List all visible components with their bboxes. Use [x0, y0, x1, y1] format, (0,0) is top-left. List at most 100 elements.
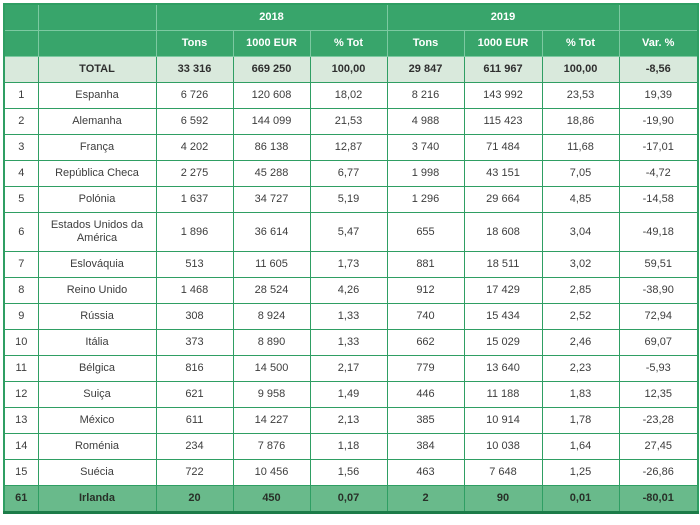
- trade-table: 2018 2019 Tons 1000 EUR % Tot Tons 1000 …: [3, 3, 699, 514]
- value-cell: 90: [463, 485, 543, 514]
- country-cell: Roménia: [37, 433, 157, 460]
- value-cell: -19,90: [618, 108, 699, 135]
- table-row: 11 Bélgica 816 14 500 2,17 779 13 640 2,23 -5,93: [3, 355, 699, 382]
- value-cell: 8 216: [386, 82, 465, 109]
- country-cell: Polónia: [37, 186, 157, 213]
- value-cell: 15 029: [463, 329, 543, 356]
- rank-cell: 12: [3, 381, 39, 408]
- value-cell: 722: [155, 459, 234, 486]
- col-header-pct-2018: % Tot: [309, 30, 388, 57]
- value-cell: 1 468: [155, 277, 234, 304]
- value-cell: 28 524: [232, 277, 311, 304]
- country-cell: Bélgica: [37, 355, 157, 382]
- value-cell: 27,45: [618, 433, 699, 460]
- value-cell: 2: [386, 485, 465, 514]
- value-cell: 7 876: [232, 433, 311, 460]
- value-cell: 9 958: [232, 381, 311, 408]
- table-row: 6 Estados Unidos da América 1 896 36 614 5,4…: [3, 212, 699, 252]
- value-cell: -14,58: [618, 186, 699, 213]
- value-cell: 816: [155, 355, 234, 382]
- rank-cell: 6: [3, 212, 39, 252]
- value-cell: 308: [155, 303, 234, 330]
- value-cell: 115 423: [463, 108, 543, 135]
- value-cell: 384: [386, 433, 465, 460]
- value-cell: 10 038: [463, 433, 543, 460]
- value-cell: 7 648: [463, 459, 543, 486]
- value-cell: 6 592: [155, 108, 234, 135]
- value-cell: 385: [386, 407, 465, 434]
- table-row: 13 México 611 14 227 2,13 385 10 914 1,78 -23,28: [3, 407, 699, 434]
- country-cell: Reino Unido: [37, 277, 157, 304]
- value-cell: -17,01: [618, 134, 699, 161]
- value-cell: 779: [386, 355, 465, 382]
- value-cell: 17 429: [463, 277, 543, 304]
- value-cell: 1 998: [386, 160, 465, 187]
- value-cell: 11 605: [232, 251, 311, 278]
- value-cell: 7,05: [541, 160, 620, 187]
- value-cell: 45 288: [232, 160, 311, 187]
- value-cell: -26,86: [618, 459, 699, 486]
- value-cell: 86 138: [232, 134, 311, 161]
- country-header-empty: [37, 3, 157, 31]
- rank-cell: [3, 56, 39, 83]
- value-cell: 463: [386, 459, 465, 486]
- value-cell: 11,68: [541, 134, 620, 161]
- value-cell: 21,53: [309, 108, 388, 135]
- rank-cell: 9: [3, 303, 39, 330]
- value-cell: 100,00: [541, 56, 620, 83]
- value-cell: 6,77: [309, 160, 388, 187]
- value-cell: 1,78: [541, 407, 620, 434]
- value-cell: 10 456: [232, 459, 311, 486]
- table-row: 7 Eslováquia 513 11 605 1,73 881 18 511 3,02 59,…: [3, 251, 699, 278]
- value-cell: 69,07: [618, 329, 699, 356]
- value-cell: 881: [386, 251, 465, 278]
- col-header-tons-2019: Tons: [386, 30, 465, 57]
- value-cell: 18 511: [463, 251, 543, 278]
- rank-cell: 5: [3, 186, 39, 213]
- country-cell: Alemanha: [37, 108, 157, 135]
- value-cell: 3,02: [541, 251, 620, 278]
- country-cell: Suiça: [37, 381, 157, 408]
- table-row: 14 Roménia 234 7 876 1,18 384 10 038 1,64 27,45: [3, 433, 699, 460]
- value-cell: 611: [155, 407, 234, 434]
- value-cell: 18,86: [541, 108, 620, 135]
- country-cell: Irlanda: [37, 485, 157, 514]
- value-cell: 0,01: [541, 485, 620, 514]
- table-row: 8 Reino Unido 1 468 28 524 4,26 912 17 429 2,85…: [3, 277, 699, 304]
- table-row: 2 Alemanha 6 592 144 099 21,53 4 988 115 423 18…: [3, 108, 699, 135]
- value-cell: 36 614: [232, 212, 311, 252]
- rank-cell: 15: [3, 459, 39, 486]
- rank-cell: 8: [3, 277, 39, 304]
- rank-cell: 14: [3, 433, 39, 460]
- value-cell: 8 890: [232, 329, 311, 356]
- country-cell: França: [37, 134, 157, 161]
- value-cell: 14 227: [232, 407, 311, 434]
- rank-cell: 10: [3, 329, 39, 356]
- table-body: TOTAL 33 316 669 250 100,00 29 847 611 9…: [3, 56, 699, 514]
- value-cell: 100,00: [309, 56, 388, 83]
- value-cell: 234: [155, 433, 234, 460]
- country-cell: Estados Unidos da América: [37, 212, 157, 252]
- value-cell: -5,93: [618, 355, 699, 382]
- rank-subheader-empty: [3, 30, 39, 57]
- value-cell: -80,01: [618, 485, 699, 514]
- value-cell: 29 664: [463, 186, 543, 213]
- table-row: 4 República Checa 2 275 45 288 6,77 1 998 43 1…: [3, 160, 699, 187]
- value-cell: 662: [386, 329, 465, 356]
- value-cell: 1 296: [386, 186, 465, 213]
- value-cell: 1,18: [309, 433, 388, 460]
- highlight-row: 61 Irlanda 20 450 0,07 2 90 0,01 -80,01: [3, 485, 699, 514]
- value-cell: 1,49: [309, 381, 388, 408]
- value-cell: 72,94: [618, 303, 699, 330]
- rank-cell: 11: [3, 355, 39, 382]
- value-cell: 621: [155, 381, 234, 408]
- value-cell: 4,26: [309, 277, 388, 304]
- value-cell: -4,72: [618, 160, 699, 187]
- value-cell: 59,51: [618, 251, 699, 278]
- country-cell: Suécia: [37, 459, 157, 486]
- value-cell: 144 099: [232, 108, 311, 135]
- col-header-eur-2019: 1000 EUR: [463, 30, 543, 57]
- value-cell: -23,28: [618, 407, 699, 434]
- value-cell: 23,53: [541, 82, 620, 109]
